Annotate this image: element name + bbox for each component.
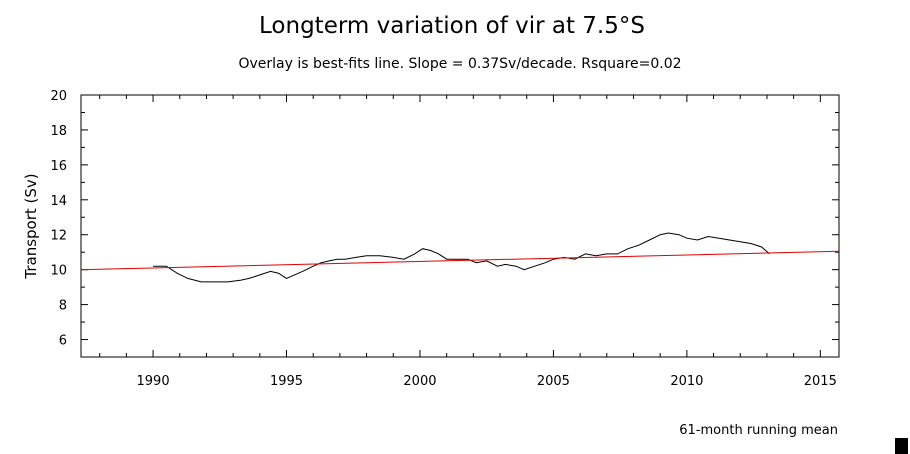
chart-subtitle: Overlay is best-fits line. Slope = 0.37S… xyxy=(238,56,681,72)
x-tick-labels: 1990 1995 2000 2005 2010 2015 xyxy=(137,374,837,389)
x-tick-label: 1995 xyxy=(270,374,303,389)
y-axis-label: Transport (Sv) xyxy=(22,173,40,279)
x-axis-ticks xyxy=(99,95,821,357)
y-tick-label: 8 xyxy=(59,299,67,314)
corner-marker xyxy=(895,438,908,454)
x-tick-label: 2000 xyxy=(403,374,436,389)
x-tick-label: 2010 xyxy=(670,374,703,389)
plot-frame xyxy=(80,94,840,358)
y-tick-label: 20 xyxy=(50,89,67,104)
y-tick-label: 14 xyxy=(50,194,67,209)
x-tick-label: 2015 xyxy=(804,374,837,389)
y-tick-label: 10 xyxy=(50,264,67,279)
series-line-running-mean xyxy=(153,232,770,283)
x-tick-label: 1990 xyxy=(137,374,170,389)
y-tick-labels: 6 8 10 12 14 16 18 20 xyxy=(50,89,67,349)
y-tick-label: 12 xyxy=(50,229,67,244)
y-tick-label: 6 xyxy=(59,334,67,349)
series-line-best-fit xyxy=(80,250,840,271)
running-mean-note: 61-month running mean xyxy=(679,423,838,438)
y-axis-ticks xyxy=(81,94,839,358)
x-tick-label: 2005 xyxy=(537,374,570,389)
chart-title: Longterm variation of vir at 7.5°S xyxy=(259,13,645,39)
y-tick-label: 16 xyxy=(50,159,67,174)
y-tick-label: 18 xyxy=(50,124,67,139)
